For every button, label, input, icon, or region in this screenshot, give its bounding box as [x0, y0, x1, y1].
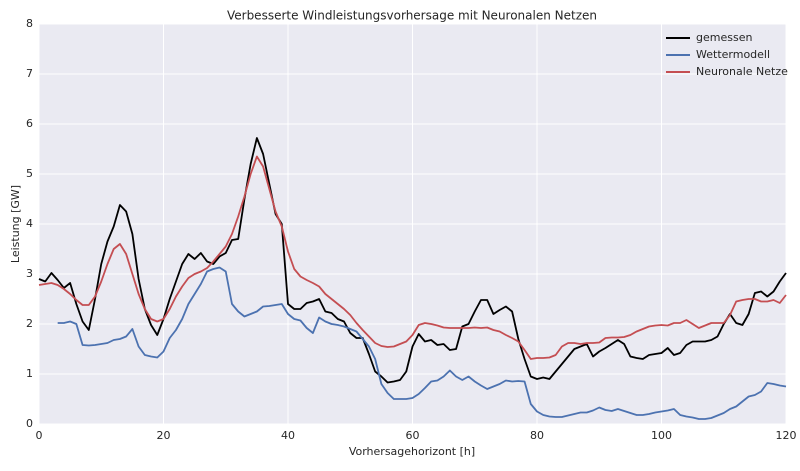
x-tick-label: 20 — [157, 429, 171, 442]
y-tick-label: 5 — [26, 167, 33, 180]
series-line — [57, 266, 787, 420]
legend-label: Wettermodell — [696, 48, 770, 61]
y-tick-label: 7 — [26, 67, 33, 80]
x-tick-label: 40 — [281, 429, 295, 442]
y-tick-label: 1 — [26, 367, 33, 380]
chart-title: Verbesserte Windleistungsvorhersage mit … — [227, 9, 597, 23]
x-tick-label: 60 — [406, 429, 420, 442]
y-tick-label: 0 — [26, 417, 33, 430]
x-axis-label: Vorhersagehorizont [h] — [349, 445, 475, 458]
series-line — [38, 155, 787, 360]
x-tick-label: 120 — [776, 429, 797, 442]
y-tick-label: 8 — [26, 17, 33, 30]
legend-label: gemessen — [696, 31, 752, 44]
y-tick-label: 4 — [26, 217, 33, 230]
y-tick-label: 6 — [26, 117, 33, 130]
y-tick-label: 2 — [26, 317, 33, 330]
x-tick-label: 80 — [530, 429, 544, 442]
x-tick-label: 100 — [651, 429, 672, 442]
legend-label: Neuronale Netze — [696, 65, 788, 78]
x-tick-label: 0 — [36, 429, 43, 442]
y-axis-label: Leistung [GW] — [9, 185, 22, 263]
y-tick-label: 3 — [26, 267, 33, 280]
